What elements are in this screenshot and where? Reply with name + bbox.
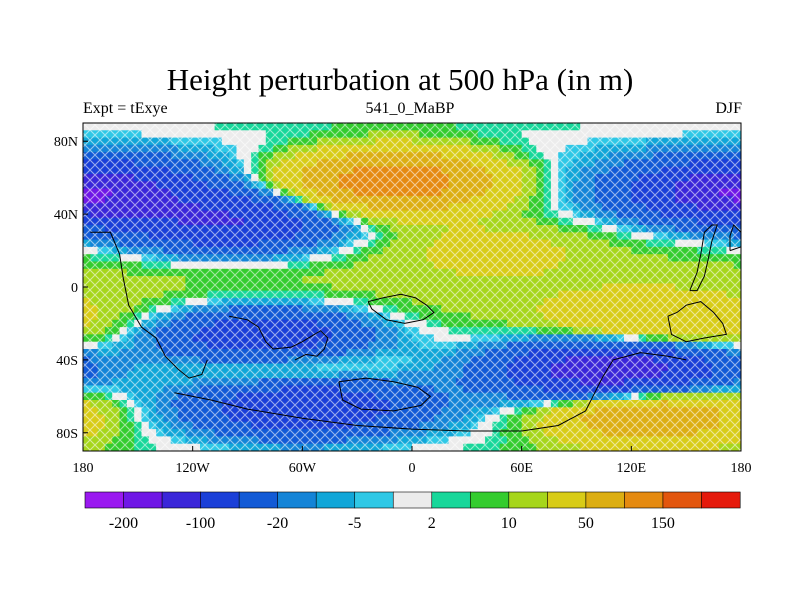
colorbar-box: [431, 491, 471, 509]
colorbar-label: -5: [348, 515, 361, 532]
colorbar-box: [161, 491, 202, 509]
colorbar-box: [392, 491, 433, 509]
season-label: DJF: [715, 100, 742, 117]
colorbar-box: [277, 491, 317, 509]
colorbar-box: [547, 491, 587, 509]
colorbar-box: [469, 491, 510, 509]
y-tick-label: 40N: [54, 208, 78, 223]
colorbar-box: [624, 491, 664, 509]
x-tick-label: 120E: [617, 461, 647, 476]
coastline: [229, 315, 329, 361]
colorbar-box: [123, 491, 163, 509]
x-tick-label: 180: [731, 461, 752, 476]
y-tick-label: 80N: [54, 135, 78, 150]
colorbar-box: [662, 491, 702, 509]
colorbar-box: [200, 491, 240, 509]
colorbar-box: [354, 491, 394, 509]
coastline: [729, 224, 741, 252]
experiment-label: Expt = tExye: [83, 100, 168, 117]
coastline: [90, 231, 208, 379]
colorbar-box: [238, 491, 279, 509]
colorbar-box: [585, 491, 625, 509]
x-tick-label: 0: [409, 461, 416, 476]
y-tick-label: 80S: [56, 427, 78, 442]
colorbar: -200 -100 -20 -5 2 10 50 150: [84, 491, 741, 532]
x-tick-label: 60W: [289, 461, 317, 476]
y-axis: 80N 40N 0 40S 80S: [54, 135, 88, 442]
coastline: [174, 352, 687, 432]
x-tick-label: 180: [73, 461, 94, 476]
colorbar-label: -200: [109, 515, 138, 532]
y-tick-label: 0: [71, 281, 78, 296]
chart-title: Height perturbation at 500 hPa (in m): [166, 62, 634, 97]
colorbar-box: [701, 491, 741, 509]
colorbar-label: 150: [651, 515, 675, 532]
coastline: [367, 293, 435, 324]
case-label: 541_0_MaBP: [365, 100, 455, 117]
coastlines: [90, 224, 741, 432]
hatch-overlay: [83, 123, 741, 451]
colorbar-box: [315, 491, 356, 509]
coastline: [689, 224, 718, 292]
x-tick-label: 60E: [510, 461, 533, 476]
colorbar-label: -100: [186, 515, 215, 532]
colorbar-label: 2: [428, 515, 436, 532]
x-tick-label: 120W: [176, 461, 211, 476]
colorbar-box: [508, 491, 548, 509]
colorbar-label: 50: [578, 515, 594, 532]
colorbar-label: -20: [267, 515, 288, 532]
x-axis: 180 120W 60W 0 60E 120E 180: [73, 446, 752, 476]
coastline: [667, 301, 728, 343]
colorbar-label: 10: [501, 515, 517, 532]
coastline: [338, 377, 432, 412]
colorbar-box: [84, 491, 125, 509]
y-tick-label: 40S: [56, 354, 78, 369]
